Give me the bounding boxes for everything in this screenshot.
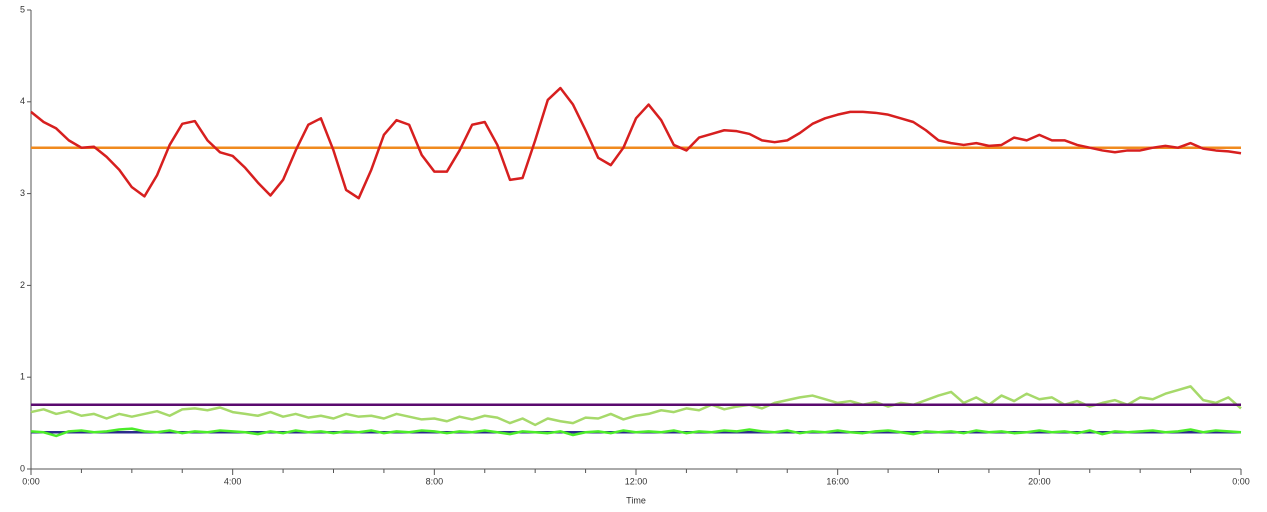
y-tick-label: 3 — [20, 188, 25, 198]
x-tick-label: 0:00 — [22, 476, 40, 486]
y-tick-label: 2 — [20, 280, 25, 290]
x-tick-label: 4:00 — [224, 476, 242, 486]
y-tick-label: 5 — [20, 4, 25, 14]
x-tick-label: 16:00 — [826, 476, 849, 486]
series-line — [30, 385, 1242, 427]
x-tick-label: 12:00 — [625, 476, 648, 486]
series-line — [30, 86, 1242, 200]
x-tick-label: 8:00 — [426, 476, 444, 486]
y-tick-label: 0 — [20, 463, 25, 473]
x-tick-label: 0:00 — [1232, 476, 1250, 486]
x-tick-label: 20:00 — [1028, 476, 1051, 486]
y-tick-label: 1 — [20, 372, 25, 382]
x-axis-label: Time — [626, 495, 646, 505]
y-tick-label: 4 — [20, 96, 25, 106]
series-line — [30, 427, 1242, 438]
